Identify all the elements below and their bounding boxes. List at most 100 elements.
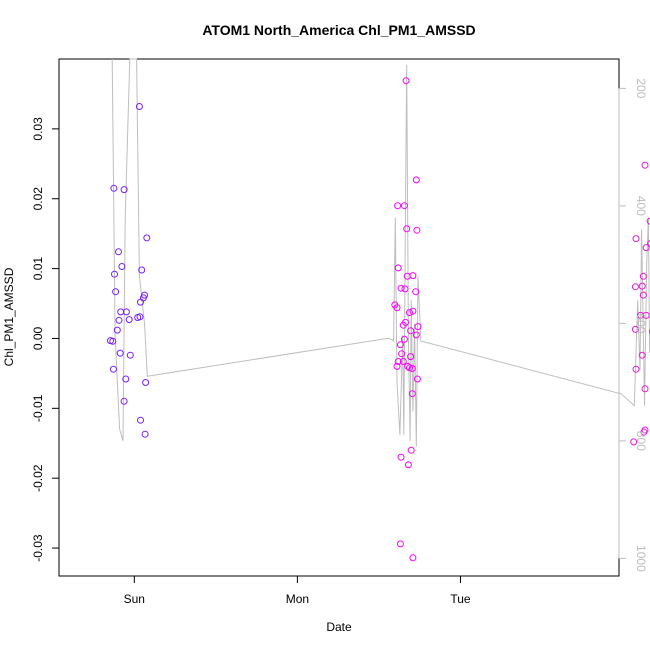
- data-point: [142, 379, 150, 386]
- data-point: [409, 554, 417, 562]
- data-point: [143, 234, 151, 242]
- data-point: [641, 385, 649, 393]
- data-point: [113, 326, 121, 334]
- data-point: [638, 282, 646, 290]
- data-point: [115, 316, 123, 324]
- secondary-line-layer: [111, 58, 650, 447]
- data-point: [393, 304, 401, 312]
- data-point: [407, 446, 415, 454]
- data-point: [112, 288, 120, 296]
- y-right-tick-label: 600: [634, 313, 648, 333]
- data-point: [399, 321, 407, 329]
- data-point: [407, 353, 415, 361]
- data-point: [631, 283, 639, 291]
- data-point: [398, 350, 406, 358]
- data-point: [632, 365, 640, 373]
- data-point: [404, 362, 412, 370]
- data-point: [117, 308, 125, 316]
- y-axis: -0.03 -0.02 -0.01 0.00 0.01 0.02 0.03: [31, 117, 60, 562]
- y-tick-label: 0.01: [31, 257, 45, 281]
- data-point: [413, 226, 421, 234]
- data-point: [409, 307, 417, 315]
- x-tick-label: Mon: [286, 592, 309, 606]
- data-point: [647, 239, 650, 247]
- y-right-tick-label: 200: [634, 78, 648, 98]
- y-axis-label: Chl_PM1_AMSSD: [2, 267, 16, 366]
- data-point: [631, 325, 639, 333]
- data-point: [120, 186, 128, 194]
- y-tick-label: 0.03: [31, 117, 45, 141]
- data-point: [110, 184, 118, 192]
- y-tick-label: -0.01: [31, 394, 45, 422]
- y-tick-label: -0.02: [31, 464, 45, 492]
- data-point: [397, 453, 405, 461]
- data-point: [642, 244, 650, 252]
- data-point: [141, 430, 149, 438]
- data-point: [402, 77, 410, 85]
- data-point: [639, 291, 647, 299]
- data-point: [399, 358, 407, 365]
- data-point: [115, 248, 122, 256]
- point-layer: [107, 77, 650, 562]
- data-point: [135, 103, 143, 110]
- y-right-axis: 200 400 600 800 1000: [618, 78, 648, 572]
- data-point: [404, 461, 412, 469]
- data-point: [109, 365, 117, 373]
- data-point: [413, 375, 421, 383]
- x-axis: Sun Mon Tue: [124, 575, 471, 606]
- data-point: [122, 308, 130, 316]
- data-point: [630, 438, 638, 446]
- data-point: [122, 375, 130, 383]
- y-tick-label: 0.00: [31, 326, 45, 350]
- data-point: [412, 288, 420, 296]
- y-tick-label: 0.02: [31, 187, 45, 211]
- y-tick-label: -0.03: [31, 534, 45, 562]
- data-point: [109, 337, 117, 345]
- chart-title: ATOM1 North_America Chl_PM1_AMSSD: [202, 22, 475, 38]
- data-point: [648, 328, 650, 335]
- data-point: [412, 176, 420, 184]
- data-point: [400, 202, 408, 210]
- data-point: [414, 323, 422, 331]
- data-point: [407, 327, 415, 335]
- data-point: [111, 270, 118, 278]
- data-point: [136, 313, 144, 321]
- data-point: [138, 266, 146, 274]
- series-line: [111, 58, 650, 447]
- data-point: [639, 272, 647, 280]
- data-point: [394, 358, 402, 365]
- data-point: [638, 351, 646, 359]
- x-tick-label: Sun: [124, 592, 145, 606]
- data-point: [401, 285, 409, 293]
- data-point: [403, 225, 411, 233]
- data-point: [409, 272, 417, 280]
- data-point: [394, 264, 402, 272]
- data-point: [125, 316, 133, 324]
- data-point: [118, 263, 126, 270]
- x-tick-label: Tue: [450, 592, 471, 606]
- data-point: [137, 416, 144, 424]
- data-point: [393, 362, 401, 370]
- data-point: [396, 341, 404, 349]
- data-point: [120, 397, 128, 405]
- data-point: [400, 335, 408, 343]
- data-point: [126, 351, 134, 359]
- y-right-tick-label: 1000: [634, 545, 648, 572]
- data-point: [632, 235, 640, 243]
- data-point: [408, 365, 416, 372]
- data-point: [116, 349, 124, 357]
- data-point: [641, 161, 649, 169]
- data-point: [406, 309, 413, 317]
- y-right-tick-label: 800: [634, 431, 648, 451]
- data-point: [397, 284, 405, 292]
- data-point: [408, 390, 416, 398]
- data-point: [412, 331, 420, 339]
- x-axis-label: Date: [326, 620, 352, 634]
- data-point: [396, 540, 404, 548]
- data-point: [394, 202, 402, 210]
- data-point: [646, 217, 650, 225]
- y-right-tick-label: 400: [634, 196, 648, 216]
- data-point: [137, 298, 144, 306]
- data-point: [642, 311, 650, 319]
